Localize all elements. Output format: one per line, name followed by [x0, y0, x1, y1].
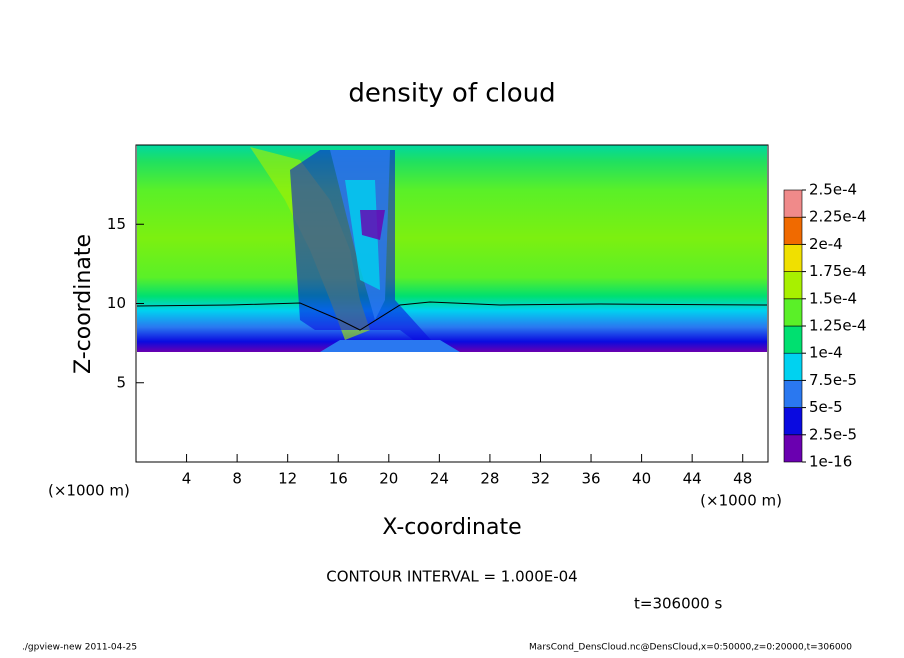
x-tick-label: 24: [430, 470, 449, 488]
colorbar-label: 2.25e-4: [809, 208, 867, 226]
colorbar-box: [783, 380, 803, 408]
y-tick-label: 15: [107, 215, 126, 233]
x-tick-label: 36: [581, 470, 600, 488]
x-tick-label: 12: [278, 470, 297, 488]
y-tick-label: 10: [107, 294, 126, 312]
footer-right: MarsCond_DensCloud.nc@DensCloud,x=0:5000…: [529, 643, 852, 653]
y-tick-label: 5: [116, 373, 126, 391]
colorbar-box: [783, 352, 803, 381]
field-shading: [136, 145, 768, 352]
chart-title: density of cloud: [348, 79, 555, 109]
footer-left: ./gpview-new 2011-04-25: [22, 643, 137, 653]
x-tick-label: 16: [329, 470, 348, 488]
colorbar-label: 2.5e-5: [809, 425, 857, 443]
colorbar-label: 1.5e-4: [809, 289, 857, 307]
colorbar-box: [783, 271, 803, 300]
x-tick-label: 28: [480, 470, 499, 488]
x-unit: (×1000 m): [48, 482, 130, 500]
x-tick-label: 44: [683, 470, 702, 488]
x-tick-label: 8: [232, 470, 242, 488]
contour-interval: CONTOUR INTERVAL = 1.000E-04: [326, 568, 577, 586]
x-tick-label: 20: [379, 470, 398, 488]
x-tick-label: 40: [632, 470, 651, 488]
colorbar-label: 7.5e-5: [809, 371, 857, 389]
x-unit: (×1000 m): [700, 492, 782, 510]
x-axis-label: X-coordinate: [382, 515, 521, 540]
colorbar-box: [783, 189, 803, 218]
colorbar-label: 1e-4: [809, 344, 843, 362]
colorbar-label: 1.25e-4: [809, 317, 867, 335]
colorbar-box: [783, 216, 803, 245]
x-tick-label: 4: [182, 470, 192, 488]
x-tick-label: 48: [733, 470, 752, 488]
colorbar-box: [783, 244, 803, 272]
colorbar-label: 1e-16: [809, 453, 852, 471]
colorbar-box: [783, 434, 803, 463]
colorbar-label: 5e-5: [809, 398, 843, 416]
colorbar-label: 2e-4: [809, 235, 843, 253]
colorbar-label: 1.75e-4: [809, 262, 867, 280]
x-tick-label: 32: [531, 470, 550, 488]
time-label: t=306000 s: [634, 595, 722, 613]
colorbar-box: [783, 298, 803, 327]
y-axis-label: Z-coordinate: [71, 234, 96, 374]
colorbar-box: [783, 325, 803, 354]
colorbar-box: [783, 407, 803, 436]
colorbar-label: 2.5e-4: [809, 181, 857, 199]
